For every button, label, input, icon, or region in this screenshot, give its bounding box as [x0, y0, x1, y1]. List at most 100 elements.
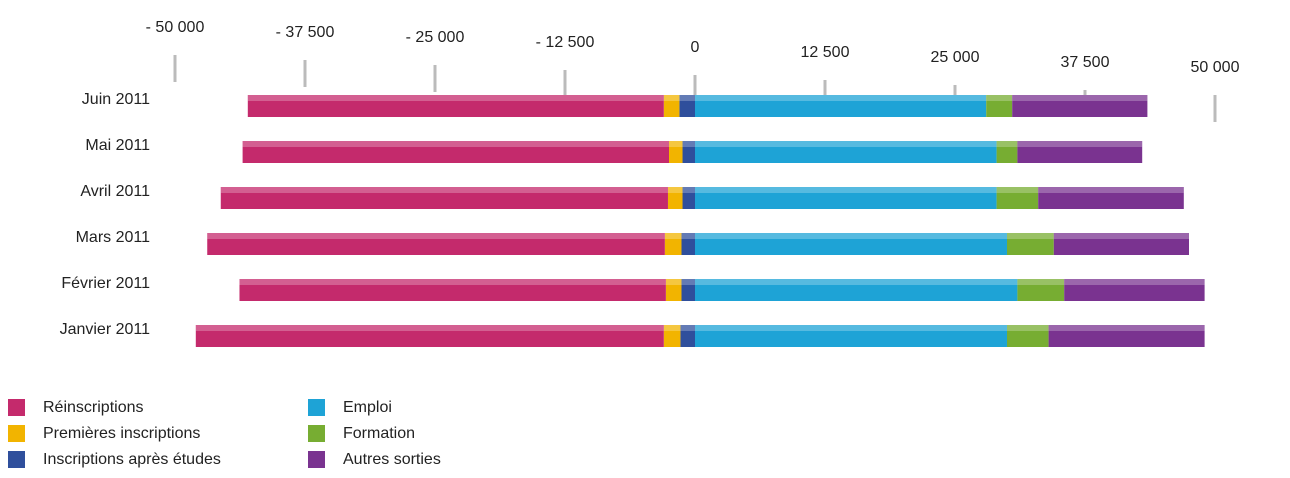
x-tick-label: 12 500 — [801, 44, 850, 61]
bar-segment — [695, 95, 987, 117]
bar-highlight — [682, 187, 695, 193]
bar-segment — [695, 141, 997, 163]
legend-label: Formation — [343, 425, 415, 442]
legend-label: Premières inscriptions — [43, 425, 200, 442]
bar-segment — [667, 187, 683, 209]
bar-highlight — [195, 325, 664, 331]
bar-highlight — [220, 187, 668, 193]
bar-highlight — [681, 233, 695, 239]
bar-highlight — [1048, 325, 1205, 331]
bar-segment — [669, 141, 683, 163]
bar-highlight — [667, 187, 683, 193]
x-tick-label: - 25 000 — [406, 29, 465, 46]
bar-highlight — [247, 95, 664, 101]
bar-highlight — [1017, 279, 1065, 285]
legend-swatch — [8, 425, 25, 442]
bar-segment — [1053, 233, 1189, 255]
y-tick-label: Février 2011 — [61, 275, 150, 292]
bar-segment — [695, 325, 1007, 347]
legend-label: Autres sorties — [343, 451, 441, 468]
x-tick-label: - 50 000 — [146, 19, 205, 36]
bar-segment — [996, 187, 1039, 209]
bar-segment — [220, 187, 668, 209]
y-tick-label: Juin 2011 — [82, 91, 150, 108]
bar-segment — [663, 325, 681, 347]
legend-label: Emploi — [343, 399, 392, 416]
bar-segment — [695, 187, 997, 209]
x-tick-label: - 12 500 — [536, 34, 595, 51]
x-tick-label: 37 500 — [1061, 54, 1110, 71]
bar-highlight — [679, 95, 695, 101]
bar-highlight — [996, 187, 1039, 193]
legend-swatch — [8, 399, 25, 416]
bar-highlight — [695, 325, 1007, 331]
bar-highlight — [664, 233, 682, 239]
bar-segment — [1017, 141, 1143, 163]
bar-highlight — [1007, 325, 1049, 331]
bar-highlight — [695, 95, 987, 101]
bar-segment — [695, 279, 1018, 301]
bar-segment — [1038, 187, 1184, 209]
bar-highlight — [695, 141, 997, 147]
bar-highlight — [669, 141, 683, 147]
x-tick-label: - 37 500 — [276, 24, 335, 41]
bar-segment — [1048, 325, 1205, 347]
bar-segment — [664, 233, 682, 255]
bar-segment — [1012, 95, 1148, 117]
x-tick-label: 0 — [691, 39, 700, 56]
bar-highlight — [242, 141, 669, 147]
bar-segment — [665, 279, 682, 301]
y-tick-label: Avril 2011 — [80, 183, 150, 200]
bar-segment — [1007, 325, 1049, 347]
legend-label: Inscriptions après études — [43, 451, 221, 468]
bar-segment — [682, 141, 695, 163]
bar-segment — [1064, 279, 1205, 301]
bar-segment — [1007, 233, 1054, 255]
y-tick-label: Mars 2011 — [76, 229, 151, 246]
bar-segment — [195, 325, 664, 347]
legend-label: Réinscriptions — [43, 399, 143, 416]
bar-highlight — [1053, 233, 1189, 239]
legend-swatch — [308, 425, 325, 442]
bar-highlight — [1064, 279, 1205, 285]
bar-segment — [663, 95, 680, 117]
bar-segment — [1017, 279, 1065, 301]
legend-swatch — [308, 399, 325, 416]
bar-highlight — [996, 141, 1018, 147]
y-tick-label: Janvier 2011 — [60, 321, 151, 338]
bar-highlight — [663, 325, 681, 331]
bar-highlight — [1007, 233, 1054, 239]
bar-highlight — [1017, 141, 1143, 147]
bar-highlight — [663, 95, 680, 101]
y-tick-label: Mai 2011 — [85, 137, 150, 154]
bar-segment — [239, 279, 666, 301]
bar-segment — [695, 233, 1007, 255]
x-tick-label: 50 000 — [1191, 59, 1240, 76]
bar-segment — [679, 95, 695, 117]
legend-swatch — [308, 451, 325, 468]
bar-highlight — [682, 141, 695, 147]
bar-segment — [207, 233, 665, 255]
bar-segment — [682, 187, 695, 209]
bar-segment — [681, 233, 695, 255]
bar-segment — [681, 279, 695, 301]
bar-highlight — [1038, 187, 1184, 193]
x-tick-label: 25 000 — [931, 49, 980, 66]
bar-highlight — [239, 279, 666, 285]
bar-segment — [680, 325, 695, 347]
bar-segment — [242, 141, 669, 163]
bar-segment — [986, 95, 1013, 117]
bar-highlight — [1012, 95, 1148, 101]
bar-highlight — [665, 279, 682, 285]
bar-segment — [996, 141, 1018, 163]
bar-highlight — [695, 279, 1018, 285]
bar-highlight — [680, 325, 695, 331]
bar-highlight — [986, 95, 1013, 101]
bar-highlight — [681, 279, 695, 285]
legend-swatch — [8, 451, 25, 468]
bar-highlight — [695, 187, 997, 193]
bar-segment — [247, 95, 664, 117]
bar-highlight — [695, 233, 1007, 239]
bar-highlight — [207, 233, 665, 239]
